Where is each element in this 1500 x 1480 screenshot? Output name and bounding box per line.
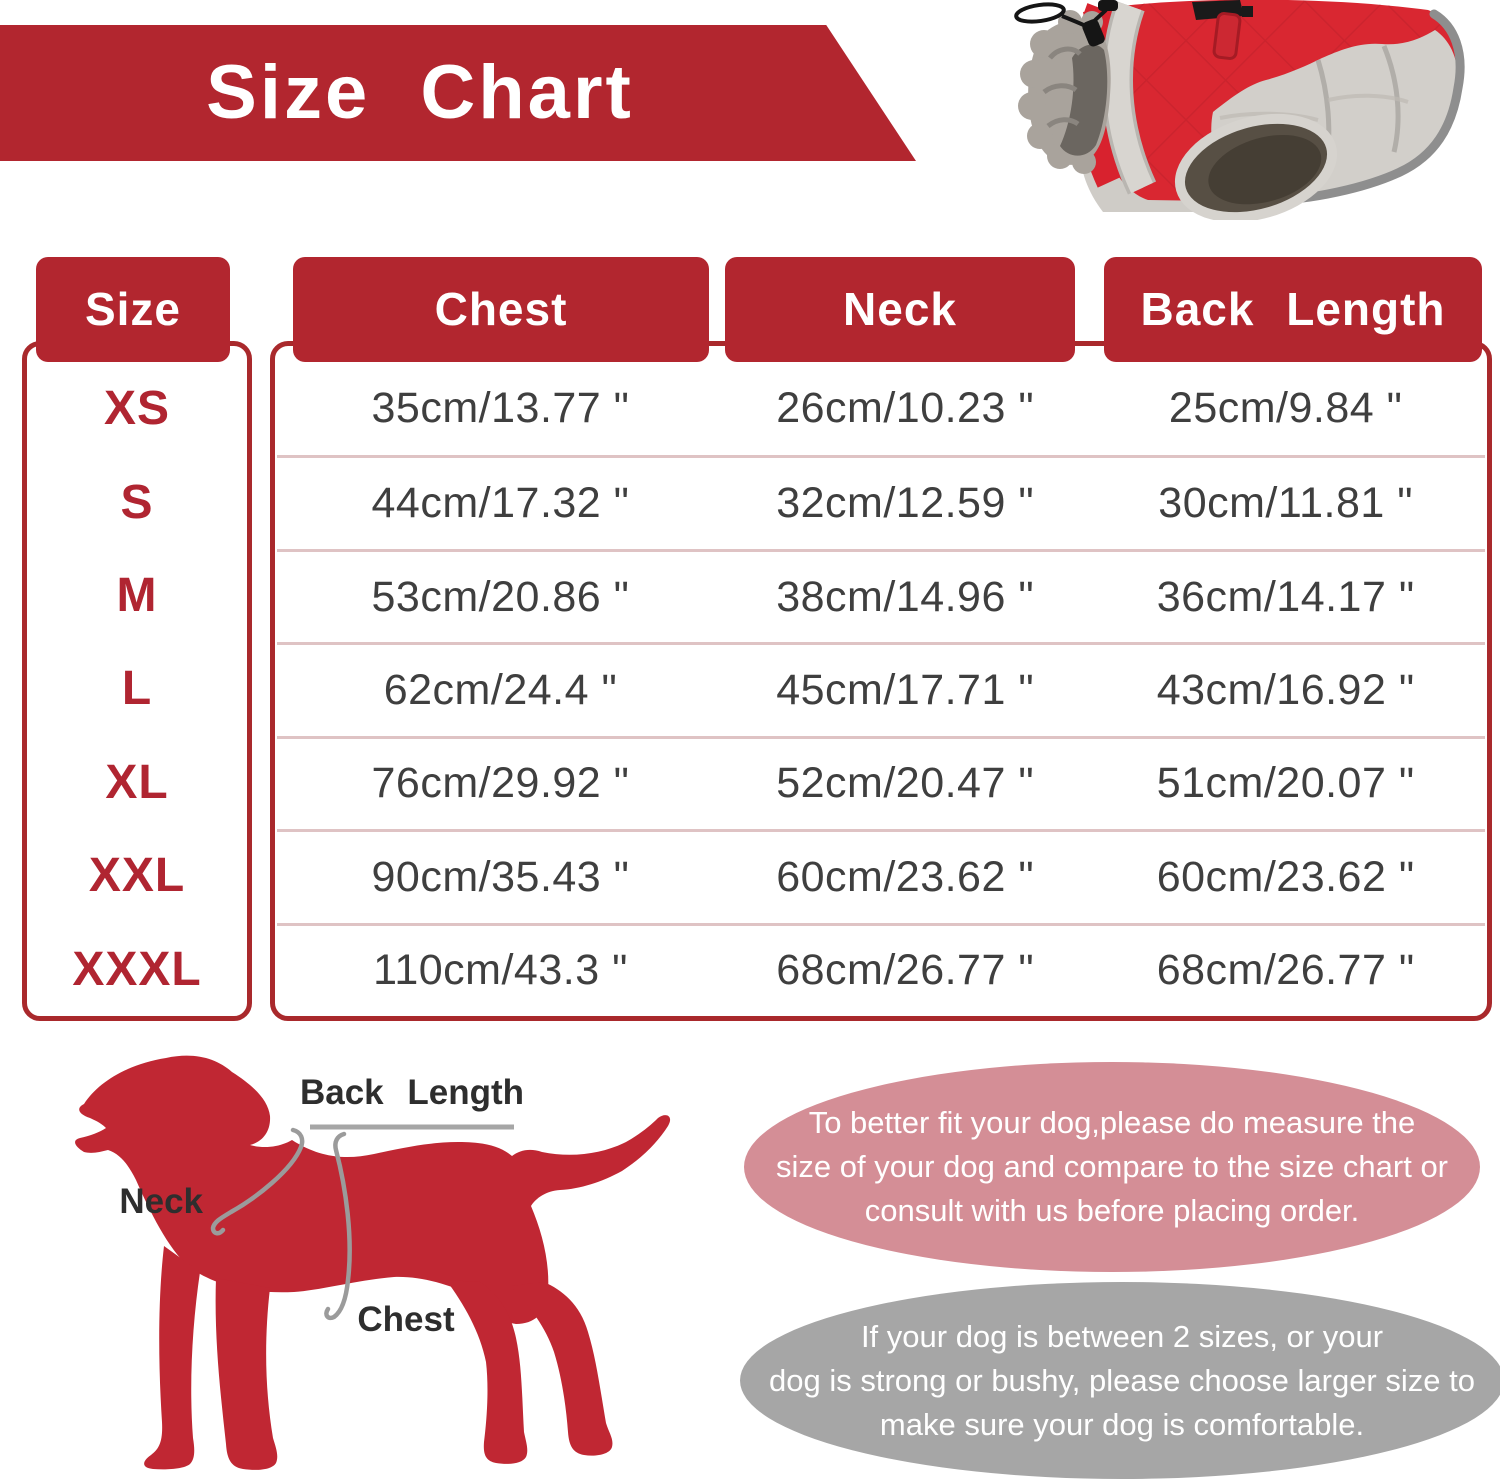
dog-silhouette xyxy=(75,1055,671,1470)
table-row: 44cm/17.32 " 32cm/12.59 " 30cm/11.81 " xyxy=(277,455,1485,548)
size-label: XS xyxy=(103,382,171,436)
chest-value: 62cm/24.4 " xyxy=(383,665,618,714)
fit-note: To better fit your dog,please do measure… xyxy=(744,1062,1480,1272)
back-length-value: 30cm/11.81 " xyxy=(1158,479,1414,528)
column-header-neck: Neck xyxy=(725,257,1075,362)
size-label: XXXL xyxy=(72,942,202,996)
neck-value: 32cm/12.59 " xyxy=(776,479,1035,528)
neck-diagram-label: Neck xyxy=(119,1182,203,1221)
back-length-value: 68cm/26.77 " xyxy=(1156,946,1415,995)
jacket-leg-hole xyxy=(1174,113,1338,220)
neck-value: 60cm/23.62 " xyxy=(776,852,1035,901)
between-sizes-note-line: dog is strong or bushy, please choose la… xyxy=(769,1362,1475,1398)
back-length-value: 51cm/20.07 " xyxy=(1156,759,1415,808)
table-row: 90cm/35.43 " 60cm/23.62 " 60cm/23.62 " xyxy=(277,829,1485,922)
back-length-value: 25cm/9.84 " xyxy=(1168,384,1403,433)
neck-value: 38cm/14.96 " xyxy=(776,572,1035,621)
size-column-box xyxy=(22,341,252,1021)
size-label: L xyxy=(121,662,153,716)
fit-note-line: consult with us before placing order. xyxy=(864,1193,1360,1228)
neck-value: 52cm/20.47 " xyxy=(776,759,1035,808)
between-sizes-note: If your dog is between 2 sizes, or your … xyxy=(740,1282,1500,1479)
back-length-value: 43cm/16.92 " xyxy=(1156,665,1415,714)
measurements-box xyxy=(270,341,1492,1021)
back-length-diagram-label: Back Length xyxy=(300,1073,524,1112)
fit-note-line: size of your dog and compare to the size… xyxy=(775,1149,1449,1184)
back-length-value: 60cm/23.62 " xyxy=(1156,852,1415,901)
page-title: Size Chart xyxy=(206,50,634,135)
dog-jacket-photo xyxy=(1014,0,1465,220)
jacket-hem-piping xyxy=(1267,9,1465,205)
chest-value: 35cm/13.77 " xyxy=(371,384,630,433)
between-sizes-note-line: make sure your dog is comfortable. xyxy=(879,1406,1365,1442)
neck-value: 68cm/26.77 " xyxy=(776,946,1035,995)
dog-measurement-diagram: Back Length Neck Chest xyxy=(75,1055,671,1470)
back-length-value: 36cm/14.17 " xyxy=(1156,572,1415,621)
size-label: S xyxy=(120,475,154,529)
table-row: 76cm/29.92 " 52cm/20.47 " 51cm/20.07 " xyxy=(277,735,1485,829)
neck-value: 45cm/17.71 " xyxy=(776,665,1035,714)
column-header-size: Size xyxy=(36,257,230,362)
table-row: 110cm/43.3 " 68cm/26.77 " 68cm/26.77 " xyxy=(277,922,1485,1016)
chest-value: 53cm/20.86 " xyxy=(371,572,630,621)
between-sizes-note-line: If your dog is between 2 sizes, or your xyxy=(860,1318,1384,1354)
size-labels: XS S M L XL XXL XXXL xyxy=(24,362,250,1016)
size-label: M xyxy=(116,569,158,623)
chest-value: 110cm/43.3 " xyxy=(373,946,628,995)
neck-measure-arc xyxy=(210,1127,305,1236)
column-header-back-length: Back Length xyxy=(1104,257,1482,362)
neck-value: 26cm/10.23 " xyxy=(776,384,1035,433)
table-row: 35cm/13.77 " 26cm/10.23 " 25cm/9.84 " xyxy=(277,362,1485,455)
jacket-strap-buckle xyxy=(1192,0,1253,60)
jacket-fur-collar xyxy=(1018,10,1111,174)
size-chart-table: 35cm/13.77 " 26cm/10.23 " 25cm/9.84 " 44… xyxy=(277,362,1485,1016)
chest-value: 76cm/29.92 " xyxy=(371,759,630,808)
jacket-cord-lock xyxy=(1082,19,1105,47)
chest-measure-arc xyxy=(324,1131,352,1321)
table-row: 62cm/24.4 " 45cm/17.71 " 43cm/16.92 " xyxy=(277,642,1485,735)
chest-value: 90cm/35.43 " xyxy=(371,852,630,901)
title-banner: Size Chart xyxy=(0,25,916,161)
jacket-reflective-stripe xyxy=(1105,1,1153,194)
chest-diagram-label: Chest xyxy=(357,1300,455,1339)
chest-value: 44cm/17.32 " xyxy=(371,479,630,528)
fit-note-line: To better fit your dog,please do measure… xyxy=(808,1105,1416,1140)
size-label: XXL xyxy=(88,849,186,903)
size-label: XL xyxy=(105,755,169,809)
column-header-chest: Chest xyxy=(293,257,709,362)
table-row: 53cm/20.86 " 38cm/14.96 " 36cm/14.17 " xyxy=(277,548,1485,642)
